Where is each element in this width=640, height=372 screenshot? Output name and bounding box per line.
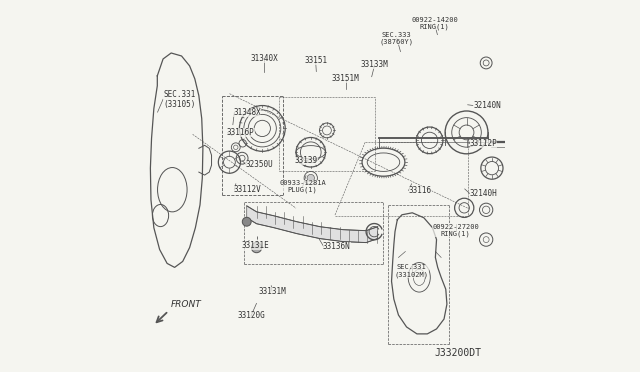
Text: SEC.331
(33102M): SEC.331 (33102M) <box>395 264 429 278</box>
Text: 33151: 33151 <box>304 56 327 65</box>
Text: FRONT: FRONT <box>171 299 202 309</box>
Text: 33136N: 33136N <box>323 242 351 251</box>
Text: 33116: 33116 <box>408 186 432 195</box>
Circle shape <box>252 243 262 253</box>
Text: 33131E: 33131E <box>242 241 269 250</box>
Text: 33112P: 33112P <box>470 139 497 148</box>
Text: 33139: 33139 <box>294 156 317 166</box>
Text: 32140N: 32140N <box>473 101 501 110</box>
Text: 00922-14200
RING(1): 00922-14200 RING(1) <box>411 17 458 30</box>
Polygon shape <box>247 206 378 243</box>
Circle shape <box>243 217 251 226</box>
Text: J33200DT: J33200DT <box>435 348 482 358</box>
Text: 31348X: 31348X <box>233 108 261 117</box>
Text: SEC.331
(33105): SEC.331 (33105) <box>163 90 195 109</box>
Text: 31340X: 31340X <box>250 54 278 63</box>
Text: 00922-27200
RING(1): 00922-27200 RING(1) <box>433 224 479 237</box>
Circle shape <box>307 174 314 182</box>
Text: 00933-1281A
PLUG(1): 00933-1281A PLUG(1) <box>279 180 326 193</box>
Text: 33112V: 33112V <box>234 185 261 194</box>
Text: 33151M: 33151M <box>332 74 360 83</box>
Text: 32140H: 32140H <box>470 189 497 198</box>
Text: 33116P: 33116P <box>227 128 255 137</box>
Text: 33120G: 33120G <box>237 311 265 320</box>
Text: 33131M: 33131M <box>258 287 286 296</box>
Text: SEC.333
(38760Y): SEC.333 (38760Y) <box>380 32 414 45</box>
Text: 32350U: 32350U <box>245 160 273 169</box>
Text: 33133M: 33133M <box>361 60 388 70</box>
